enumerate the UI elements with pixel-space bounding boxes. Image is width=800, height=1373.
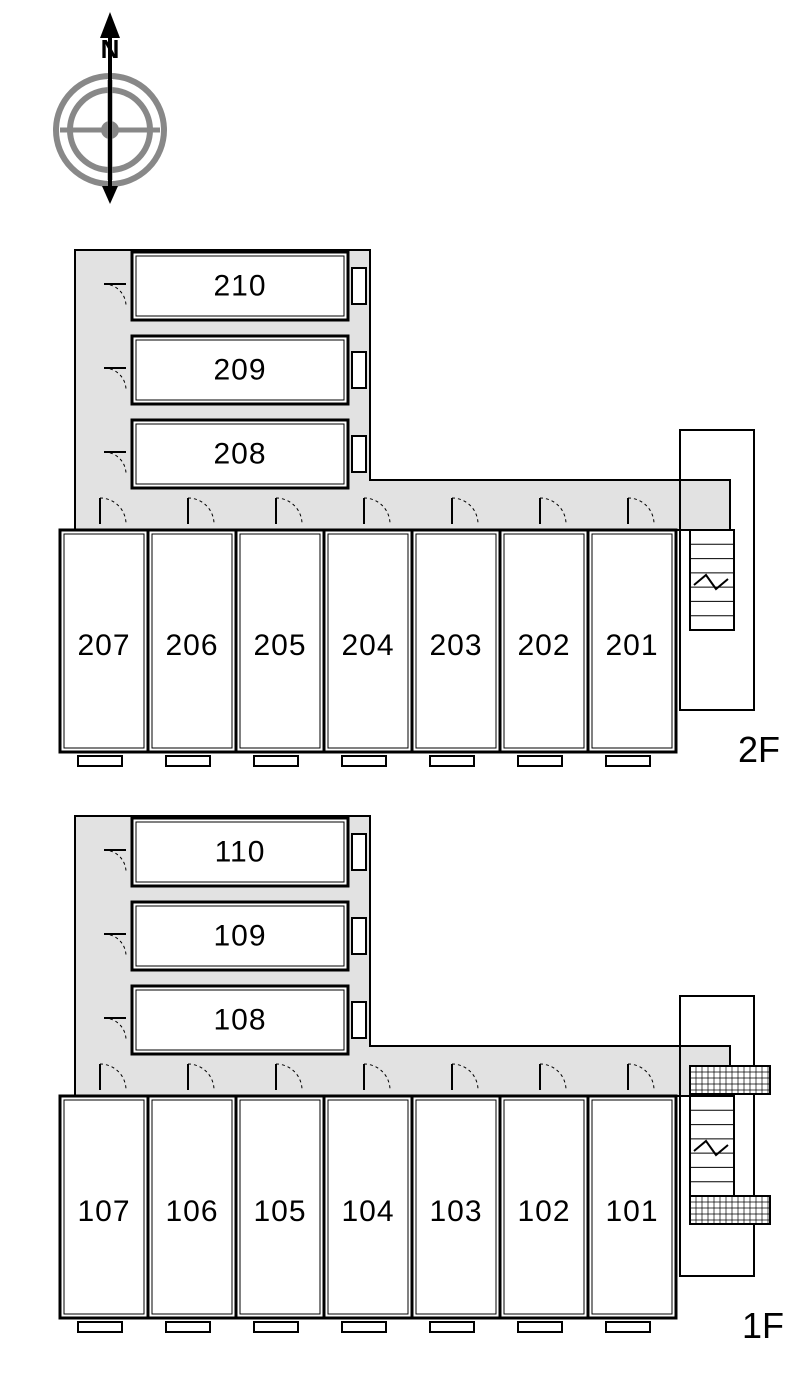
unit: 207 (60, 530, 148, 752)
unit: 105 (236, 1096, 324, 1318)
floor-label: 2F (738, 729, 780, 770)
floor-label: 1F (742, 1305, 784, 1346)
unit: 206 (148, 530, 236, 752)
unit: 204 (324, 530, 412, 752)
entrance-grid (690, 1066, 770, 1094)
unit: 102 (500, 1096, 588, 1318)
unit-number: 107 (77, 1195, 130, 1228)
unit: 108 (132, 986, 348, 1054)
unit-number: 209 (213, 354, 266, 387)
floor-plan-diagram: N2102092082072062052042032022012F1101091… (0, 0, 800, 1373)
unit: 103 (412, 1096, 500, 1318)
unit: 202 (500, 530, 588, 752)
unit-number: 106 (165, 1195, 218, 1228)
unit: 106 (148, 1096, 236, 1318)
unit: 208 (132, 420, 348, 488)
unit: 101 (588, 1096, 676, 1318)
unit-number: 105 (253, 1195, 306, 1228)
floor-1F: 110 109 108 107 106 105 104 103 102 101 1F (60, 816, 784, 1346)
stair-icon (690, 1096, 734, 1196)
stair-icon (690, 530, 734, 630)
unit: 205 (236, 530, 324, 752)
unit-number: 108 (213, 1004, 266, 1037)
unit: 201 (588, 530, 676, 752)
unit-number: 210 (213, 270, 266, 303)
unit-number: 208 (213, 438, 266, 471)
compass-icon: N (56, 12, 164, 204)
unit-number: 201 (605, 629, 658, 662)
unit-number: 104 (341, 1195, 394, 1228)
unit-number: 203 (429, 629, 482, 662)
unit-number: 206 (165, 629, 218, 662)
unit-number: 103 (429, 1195, 482, 1228)
unit: 203 (412, 530, 500, 752)
unit: 209 (132, 336, 348, 404)
unit: 110 (132, 818, 348, 886)
unit-number: 204 (341, 629, 394, 662)
unit: 104 (324, 1096, 412, 1318)
unit-number: 205 (253, 629, 306, 662)
unit-number: 102 (517, 1195, 570, 1228)
unit-number: 109 (213, 920, 266, 953)
entrance-grid (690, 1196, 770, 1224)
floor-2F: 210 209 208 207 206 205 204 203 202 201 2F (60, 250, 780, 770)
unit-number: 101 (605, 1195, 658, 1228)
compass-label: N (101, 34, 120, 64)
unit: 210 (132, 252, 348, 320)
unit-number: 110 (215, 836, 266, 869)
unit-number: 207 (77, 629, 130, 662)
unit: 109 (132, 902, 348, 970)
unit: 107 (60, 1096, 148, 1318)
unit-number: 202 (517, 629, 570, 662)
